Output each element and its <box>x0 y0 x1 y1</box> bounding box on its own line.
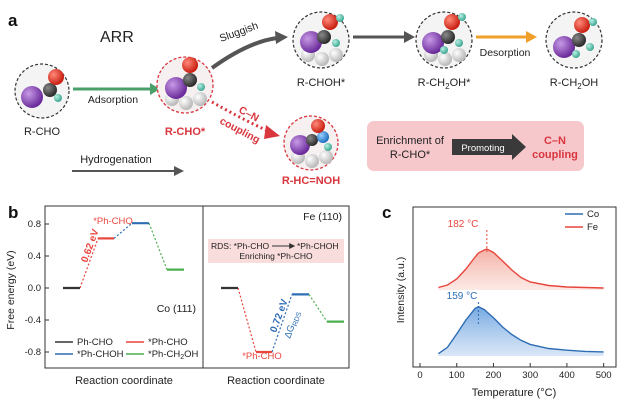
panel-c-legend: Co Fe <box>565 209 599 233</box>
desorption-arrow-head <box>526 31 537 43</box>
cn-coupling-arrow <box>211 100 271 134</box>
panel-a: a ARR R-CHO Adsorption R-CHO* Sluggish <box>8 11 603 187</box>
label-left-barrier: 0.62 eV <box>79 228 101 264</box>
panel-b-right-xlabel: Reaction coordinate <box>227 375 325 387</box>
label-enrichment: Enrichment of <box>376 135 445 147</box>
energy-diagram-fe <box>221 286 344 354</box>
tpd-area-co <box>438 306 604 356</box>
molecule-r-choh <box>292 11 350 69</box>
panel-b-left-xlabel: Reaction coordinate <box>75 375 173 387</box>
panel-b: b Free energy (eV) 0.8 0.4 0.0 -0.4 -0.8… <box>5 203 350 387</box>
tpd-curves <box>437 230 604 356</box>
label-r-choh: R-CHOH* <box>297 77 346 89</box>
panel-c-xlabel: Temperature (°C) <box>472 387 556 399</box>
label-r-cho-adsorbed: R-CHO* <box>165 126 206 138</box>
label-right-ph-cho: *Ph-CHO <box>242 351 282 362</box>
label-hydrogenation: Hydrogenation <box>80 154 152 166</box>
xtick-400: 400 <box>559 370 575 381</box>
hydrogenation-arrow-head <box>174 166 184 176</box>
sluggish-arrow <box>210 36 278 70</box>
panel-c-ylabel: Intensity (a.u.) <box>395 257 407 324</box>
co-connector-2 <box>148 222 168 270</box>
panel-c: c Intensity (a.u.) 0 100 200 300 400 500 182 … <box>382 203 617 399</box>
panel-b-ylabel: Free energy (eV) <box>5 250 17 329</box>
legend-ads-ph-cho: *Ph-CHO <box>148 337 188 348</box>
label-delta-g: ΔGRDS <box>282 309 303 340</box>
cn-coupling-arrow-head <box>264 125 280 139</box>
ytick-0.8: 0.8 <box>28 219 41 230</box>
label-r-cho: R-CHO <box>24 126 60 138</box>
tpd-line-fe <box>438 248 604 289</box>
panel-b-frame <box>44 205 350 369</box>
legend-ph-cho: Ph-CHO <box>77 337 113 348</box>
energy-diagram-co <box>63 222 184 290</box>
xtick-0: 0 <box>417 370 422 381</box>
panel-c-xticks: 0 100 200 300 400 500 <box>417 363 612 381</box>
label-fe-110: Fe (110) <box>303 211 342 223</box>
label-r-ch2oh-adsorbed: R-CH2OH* <box>418 77 471 91</box>
rds-box-line2: Enriching *Ph-CHO <box>239 251 313 261</box>
label-left-ph-cho: *Ph-CHO <box>93 216 133 227</box>
xtick-100: 100 <box>449 370 465 381</box>
rds-box-line1-right: *Ph-CHOH <box>297 241 339 251</box>
legend-ph-ch2oh: *Ph-CH2OH <box>148 349 198 361</box>
label-oxime: R-HC=NOH <box>282 175 340 187</box>
panel-b-label: b <box>8 203 18 222</box>
molecule-oxime <box>283 115 339 171</box>
rds-box <box>208 239 344 263</box>
label-promoting: Promoting <box>461 143 504 154</box>
label-result-cn: C–N <box>544 135 566 147</box>
label-peak-co: 159 °C <box>447 291 478 302</box>
fe-connector-2 <box>308 294 328 322</box>
label-co-111: Co (111) <box>157 303 196 315</box>
panel-b-legend: Ph-CHO *Ph-CHO *Ph-CHOH *Ph-CH2OH <box>55 337 198 361</box>
ytick-0.0: 0.0 <box>28 283 41 294</box>
ytick-0.4: 0.4 <box>28 251 41 262</box>
molecule-r-cho <box>14 63 70 119</box>
molecule-r-ch2oh <box>545 11 603 69</box>
xtick-500: 500 <box>596 370 612 381</box>
legend-ph-choh: *Ph-CHOH <box>77 349 124 360</box>
tpd-area-fe <box>438 249 604 290</box>
legend-fe: Fe <box>587 222 598 233</box>
co-connector-0 <box>79 238 99 289</box>
sluggish-arrow-head <box>275 31 288 44</box>
xtick-300: 300 <box>522 370 538 381</box>
panel-a-label: a <box>8 11 18 30</box>
arrow-to-rch2oh-ads-head <box>404 31 415 43</box>
fe-connector-0 <box>237 287 257 353</box>
label-enrichment-species: R-CHO* <box>390 149 431 161</box>
molecule-r-cho-adsorbed <box>156 56 214 114</box>
xtick-200: 200 <box>486 370 502 381</box>
label-result-coupling: coupling <box>532 149 578 161</box>
panel-a-title: ARR <box>100 29 134 46</box>
label-sluggish: Sluggish <box>218 20 260 45</box>
rds-box-line1-left: RDS: *Ph-CHO <box>211 241 269 251</box>
panel-c-frame <box>412 206 617 368</box>
ytick-neg0.4: -0.4 <box>25 315 41 326</box>
label-r-ch2oh: R-CH2OH <box>550 77 599 91</box>
ytick-neg0.8: -0.8 <box>25 347 41 358</box>
panel-b-yticks: 0.8 0.4 0.0 -0.4 -0.8 <box>25 219 49 358</box>
label-peak-fe: 182 °C <box>448 219 479 230</box>
label-adsorption: Adsorption <box>88 94 138 106</box>
legend-co: Co <box>587 209 599 220</box>
tpd-line-co <box>437 305 604 355</box>
panel-c-label: c <box>382 203 391 222</box>
promoting-arrow <box>452 134 526 160</box>
label-desorption: Desorption <box>480 47 531 59</box>
molecule-r-ch2oh-adsorbed <box>415 11 473 69</box>
adsorption-arrow-head <box>150 83 160 95</box>
